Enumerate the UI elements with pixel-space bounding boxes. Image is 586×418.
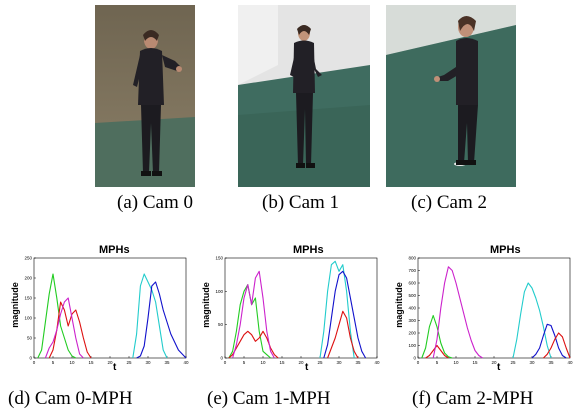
x-tick-label: 30 xyxy=(336,360,342,365)
plot-title: MPHs xyxy=(490,244,521,256)
chart-svg: 0 5 10 15 20 25 30 35 40 0 50 100 150 200 250 xyxy=(24,256,189,366)
photo-cam-2 xyxy=(386,5,516,187)
plot-cam-1-mph: MPHs magnitude t 0 5 10 15 20 25 30 35 40 0 50 100 1… xyxy=(201,244,388,384)
x-tick-label: 35 xyxy=(548,360,554,365)
x-tick-label: 5 xyxy=(52,360,55,365)
series-line-red xyxy=(425,344,449,359)
x-tick-label: 15 xyxy=(88,360,94,365)
x-axis-label: t xyxy=(305,362,309,373)
x-tick-label: 15 xyxy=(279,360,285,365)
series-line-magenta xyxy=(44,297,84,359)
y-tick-label: 200 xyxy=(408,331,416,336)
caption-cam-0: (a) Cam 0 xyxy=(117,192,193,213)
photo-cam-0 xyxy=(95,5,195,187)
y-tick-label: 600 xyxy=(408,281,416,286)
caption-cam-0-mph: (d) Cam 0-MPH xyxy=(8,388,133,409)
plot-title: MPHs xyxy=(293,244,324,256)
series-line-blue xyxy=(531,323,567,359)
plot-title: MPHs xyxy=(99,244,130,256)
x-tick-label: 30 xyxy=(529,360,535,365)
series-line-cyan xyxy=(132,273,168,359)
series-line-green xyxy=(37,273,77,359)
series-line-magenta xyxy=(232,270,275,359)
x-tick-label: 20 xyxy=(298,360,304,365)
caption-cam-1-mph: (e) Cam 1-MPH xyxy=(207,388,331,409)
y-tick-label: 0 xyxy=(29,356,32,361)
series-line-blue xyxy=(323,270,367,359)
series-line-red xyxy=(543,332,571,359)
y-tick-label: 250 xyxy=(24,256,32,261)
series-line-blue xyxy=(136,281,187,359)
plot-cam-0-mph: MPHs magnitude t 0 5 10 15 20 25 30 35 40 0 50 100 1… xyxy=(10,244,197,384)
x-tick-label: 0 xyxy=(33,360,36,365)
y-tick-label: 50 xyxy=(27,336,33,341)
chart-svg: 0 5 10 15 20 25 30 35 40 0 50 100 150 xyxy=(215,256,380,366)
x-tick-label: 30 xyxy=(145,360,151,365)
y-tick-label: 150 xyxy=(24,296,32,301)
y-tick-label: 200 xyxy=(24,276,32,281)
caption-cam-2-mph: (f) Cam 2-MPH xyxy=(412,388,534,409)
y-tick-label: 0 xyxy=(413,356,416,361)
plot-cam-2-mph: MPHs magnitude t 0 5 10 15 20 25 30 35 40 0 100 200… xyxy=(394,244,581,384)
x-axis-label: t xyxy=(113,362,117,373)
x-tick-label: 25 xyxy=(317,360,323,365)
series-line-cyan xyxy=(319,260,355,359)
caption-cam-1: (b) Cam 1 xyxy=(262,192,340,213)
x-tick-label: 20 xyxy=(491,360,497,365)
photo-cam-1 xyxy=(238,5,370,187)
plot-frame xyxy=(224,257,378,359)
x-tick-label: 10 xyxy=(69,360,75,365)
caption-cam-2: (c) Cam 2 xyxy=(411,192,487,213)
y-tick-label: 400 xyxy=(408,306,416,311)
y-tick-label: 300 xyxy=(408,318,416,323)
series-line-magenta xyxy=(432,266,483,359)
x-tick-label: 35 xyxy=(355,360,361,365)
x-axis-label: t xyxy=(497,362,501,373)
y-tick-label: 700 xyxy=(408,268,416,273)
y-tick-label: 0 xyxy=(220,356,223,361)
x-tick-label: 35 xyxy=(164,360,170,365)
x-tick-label: 40 xyxy=(567,360,573,365)
y-tick-label: 800 xyxy=(408,256,416,261)
series-line-cyan xyxy=(512,282,552,359)
y-tick-label: 100 xyxy=(24,316,32,321)
y-tick-label: 500 xyxy=(408,293,416,298)
series-line-green xyxy=(421,314,453,359)
y-tick-label: 100 xyxy=(408,343,416,348)
x-tick-label: 10 xyxy=(260,360,266,365)
y-tick-label: 100 xyxy=(215,289,223,294)
x-tick-label: 40 xyxy=(183,360,189,365)
x-tick-label: 20 xyxy=(107,360,113,365)
x-tick-label: 10 xyxy=(453,360,459,365)
x-tick-label: 0 xyxy=(417,360,420,365)
x-tick-label: 15 xyxy=(472,360,478,365)
x-tick-label: 25 xyxy=(510,360,516,365)
y-tick-label: 50 xyxy=(218,322,224,327)
series-line-red xyxy=(327,310,359,359)
x-tick-label: 40 xyxy=(374,360,380,365)
chart-svg: 0 5 10 15 20 25 30 35 40010020030040050060070080… xyxy=(408,256,573,366)
x-tick-label: 5 xyxy=(436,360,439,365)
x-tick-label: 0 xyxy=(224,360,227,365)
y-tick-label: 150 xyxy=(215,256,223,261)
x-tick-label: 5 xyxy=(243,360,246,365)
x-tick-label: 25 xyxy=(126,360,132,365)
